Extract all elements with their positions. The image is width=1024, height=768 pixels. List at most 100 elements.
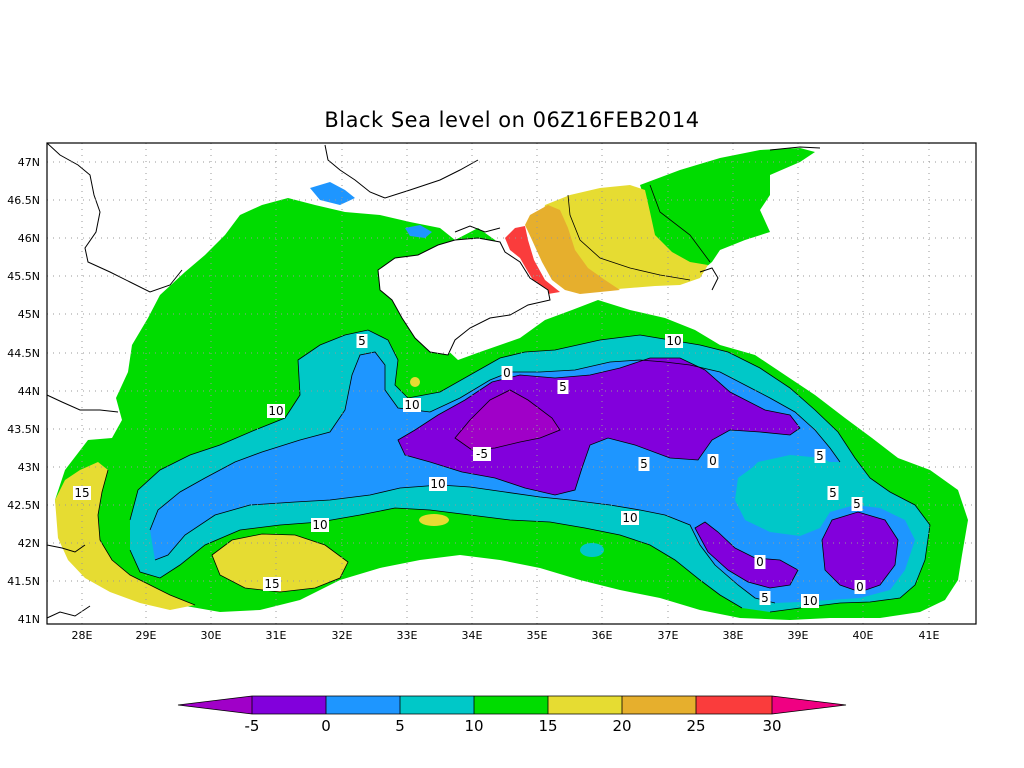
coast-bulgaria	[46, 394, 119, 413]
map-frame	[46, 142, 977, 625]
contour-0-se2	[821, 511, 899, 593]
sea-region-yellow-dot1	[419, 514, 449, 526]
colorbar-cell-7	[696, 696, 772, 714]
lon-label-40: 40E	[852, 629, 874, 642]
colorbar-label-5: 5	[395, 717, 405, 735]
contour-label: 5	[814, 449, 826, 463]
contour-label: 10	[267, 404, 285, 418]
contour-label-box	[754, 555, 766, 569]
lat-label-45-5: 45.5N	[7, 270, 40, 283]
contour-label-box	[827, 486, 839, 500]
sea-region-below-neg5	[455, 390, 560, 450]
lon-label-33: 33E	[396, 629, 418, 642]
contour-label: 5	[759, 591, 771, 605]
contour-0-main	[397, 357, 801, 496]
lon-label-34: 34E	[461, 629, 483, 642]
colorbar-cell-2	[326, 696, 400, 714]
lon-label-35: 35E	[526, 629, 548, 642]
contour-label-text: 10	[404, 398, 419, 412]
colorbar-label-15: 15	[538, 717, 558, 735]
sea-region-cyan-dot	[580, 543, 604, 557]
contour-label-box	[851, 497, 863, 511]
contour-label-box	[801, 594, 819, 608]
lon-label-38: 38E	[722, 629, 744, 642]
colorbar-below-triangle	[178, 696, 252, 714]
lat-label-42: 42N	[17, 537, 40, 550]
chart-title: Black Sea level on 06Z16FEB2014	[324, 108, 700, 132]
contour-label: 10	[429, 477, 447, 491]
contour-label-box	[429, 477, 447, 491]
azov-sea-green	[640, 148, 815, 284]
contour-label-text: 10	[268, 404, 283, 418]
contour-labels: 5 10 10 0 5 -5 0 5 5 5 10 10 5 10 15 15 0 5 10 0 10	[73, 334, 866, 608]
colorbar-label-25: 25	[686, 717, 706, 735]
colorbar-label-0: 0	[321, 717, 331, 735]
lat-label-41: 41N	[17, 613, 40, 626]
lon-label-41: 41E	[918, 629, 940, 642]
colorbar-above-triangle	[772, 696, 846, 714]
contour-label: 10	[621, 511, 639, 525]
contour-10-south	[129, 507, 743, 609]
contour-label-box	[403, 398, 421, 412]
contour-label: 0	[501, 366, 513, 380]
contour-lines	[97, 184, 931, 613]
colorbar-label-20: 20	[612, 717, 632, 735]
contour-label-text: 5	[829, 486, 837, 500]
contour-label: -5	[473, 447, 491, 461]
contour-label-text: 5	[853, 497, 861, 511]
contour-label-box	[501, 366, 513, 380]
contour-5-south	[154, 484, 776, 604]
lat-label-43: 43N	[17, 461, 40, 474]
azov-red	[505, 226, 560, 294]
contour-label-box	[854, 580, 866, 594]
coast-ukraine	[46, 142, 183, 293]
lat-label-44-5: 44.5N	[7, 347, 40, 360]
contour-label-box	[707, 454, 719, 468]
contour-label-text: 10	[312, 518, 327, 532]
contour-15-west	[97, 469, 196, 606]
contour-label-box	[267, 404, 285, 418]
contour-label: 0	[707, 454, 719, 468]
contour-label-text: 0	[856, 580, 864, 594]
colorbar-label-30: 30	[762, 717, 782, 735]
lat-label-41-5: 41.5N	[7, 575, 40, 588]
contour-label-box	[473, 447, 491, 461]
lagoon-sivash	[405, 225, 432, 238]
contour-label-box	[73, 486, 91, 500]
lagoon-dnieper	[310, 182, 355, 205]
lat-label-45: 45N	[17, 308, 40, 321]
lon-label-31: 31E	[265, 629, 287, 642]
lat-label-43-5: 43.5N	[7, 423, 40, 436]
contour-label-text: 5	[559, 380, 567, 394]
azov-orange	[525, 205, 620, 294]
coast-azov-east	[769, 146, 821, 151]
contour-label-box	[356, 334, 368, 348]
colorbar-outline	[177, 695, 847, 715]
contour-label: 5	[638, 457, 650, 471]
contour-label: 15	[263, 577, 281, 591]
contour-label: 5	[827, 486, 839, 500]
lon-label-29: 29E	[135, 629, 157, 642]
contour-label-text: 10	[430, 477, 445, 491]
colorbar	[177, 695, 847, 715]
colorbar-cell-4	[474, 696, 548, 714]
lon-label-28: 28E	[71, 629, 93, 642]
contour-label: 10	[801, 594, 819, 608]
contour-10-west	[129, 329, 931, 613]
lat-label-44: 44N	[17, 385, 40, 398]
lon-label-37: 37E	[657, 629, 679, 642]
sea-region-neg5-0	[398, 358, 800, 495]
coast-kerch	[454, 225, 501, 233]
colorbar-cell-1	[252, 696, 326, 714]
colorbar-label-10: 10	[464, 717, 484, 735]
lon-label-30: 30E	[200, 629, 222, 642]
contour-label: 5	[356, 334, 368, 348]
contour-label-text: 15	[264, 577, 279, 591]
contour-label-text: 5	[358, 334, 366, 348]
contour-label: 10	[665, 334, 683, 348]
contour-neg5	[454, 389, 561, 451]
lon-label-39: 39E	[787, 629, 809, 642]
contour-label-text: 15	[74, 486, 89, 500]
contour-label-box	[759, 591, 771, 605]
colorbar-cell-3	[400, 696, 474, 714]
